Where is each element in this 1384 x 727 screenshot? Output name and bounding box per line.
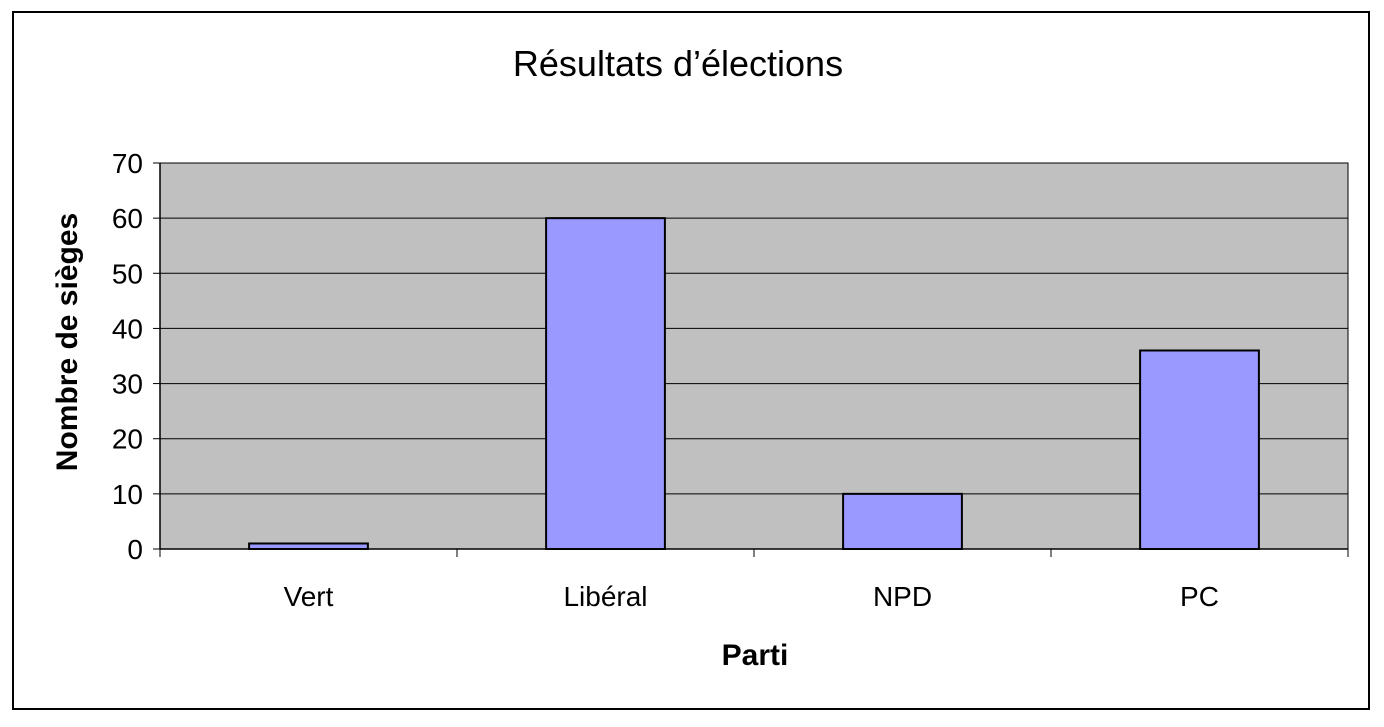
y-tick-label: 40 <box>112 313 143 344</box>
x-tick-label: Libéral <box>563 581 647 612</box>
y-axis-title: Nombre de sièges <box>51 213 84 471</box>
x-tick-labels: Vert Libéral NPD PC <box>284 581 1219 612</box>
x-tick-label: NPD <box>873 581 932 612</box>
y-tick-label: 60 <box>112 203 143 234</box>
bar-pc <box>1139 349 1260 550</box>
bar-npd <box>842 492 963 551</box>
y-tick-label: 30 <box>112 369 143 400</box>
y-tick-labels: 0 10 20 30 40 50 60 70 <box>112 148 143 565</box>
x-tick-label: PC <box>1180 581 1219 612</box>
y-tick-label: 70 <box>112 148 143 179</box>
x-axis-title: Parti <box>722 639 789 672</box>
y-tick-label: 50 <box>112 258 143 289</box>
bars <box>248 217 1260 551</box>
axes <box>153 162 1349 557</box>
gridlines <box>160 162 1348 495</box>
y-tick-label: 0 <box>127 534 143 565</box>
y-tick-label: 10 <box>112 479 143 510</box>
chart-title: Résultats d’élections <box>513 43 843 84</box>
y-tick-label: 20 <box>112 424 143 455</box>
bar-liberal <box>545 217 666 550</box>
bar-vert <box>248 542 369 551</box>
x-tick-label: Vert <box>284 581 334 612</box>
